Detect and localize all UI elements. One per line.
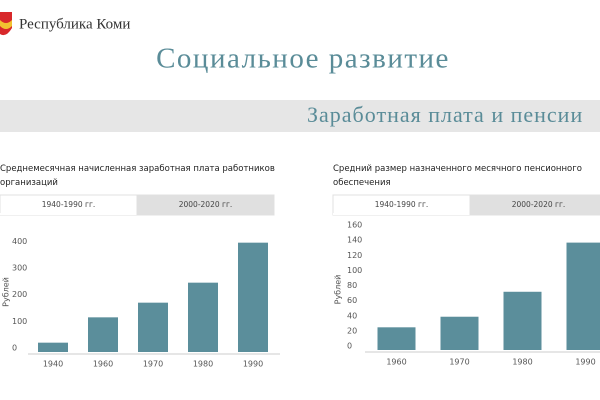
bar (188, 282, 218, 352)
tab-label[interactable]: 1940-1990 гг. (42, 200, 96, 209)
tab-label[interactable]: 2000-2020 гг. (512, 200, 566, 209)
page-title: Социальное развитие (156, 43, 450, 75)
x-tick-label: 1990 (243, 360, 263, 369)
logo-stripe (0, 20, 12, 29)
y-tick-label: 160 (347, 221, 362, 230)
y-tick-label: 100 (347, 266, 362, 275)
y-tick-label: 300 (12, 264, 27, 273)
bar (503, 291, 542, 350)
chart: Средний размер назначенного месячного пе… (332, 164, 600, 367)
y-tick-label: 140 (347, 236, 362, 245)
y-tick-label: 40 (347, 311, 357, 320)
y-tick-label: 200 (12, 290, 27, 299)
x-tick-label: 1970 (143, 360, 163, 369)
y-tick-label: 0 (347, 342, 352, 351)
x-tick-label: 1960 (93, 360, 113, 369)
y-axis-label: Рублей (2, 277, 11, 307)
brand: Республика Коми (19, 16, 130, 32)
x-tick-label: 1980 (193, 360, 213, 369)
y-tick-label: 400 (12, 237, 27, 246)
tab[interactable] (136, 194, 275, 216)
tab-label[interactable]: 2000-2020 гг. (179, 200, 233, 209)
y-tick-label: 100 (12, 317, 27, 326)
y-tick-label: 120 (347, 251, 362, 260)
section-title: Заработная плата и пенсии (307, 102, 583, 127)
x-tick-label: 1940 (43, 360, 63, 369)
y-tick-label: 80 (347, 281, 357, 290)
y-tick-label: 20 (347, 326, 357, 335)
tab-indicator (333, 213, 470, 215)
y-tick-label: 60 (347, 296, 357, 305)
chart-title: Средний размер назначенного месячного пе… (333, 164, 582, 188)
tab-label[interactable]: 1940-1990 гг. (375, 200, 429, 209)
section-band (0, 100, 600, 132)
charts: Среднемесячная начисленная заработная пл… (0, 164, 600, 369)
bar (138, 302, 168, 352)
tab-indicator (0, 213, 137, 215)
bar (377, 327, 416, 350)
bar (88, 317, 118, 352)
bar (440, 316, 479, 350)
x-tick-label: 1990 (575, 358, 595, 367)
bar (566, 242, 600, 350)
x-tick-label: 1960 (386, 358, 406, 367)
y-tick-label: 0 (12, 344, 17, 353)
y-axis-label: Рублей (334, 275, 343, 305)
x-tick-label: 1970 (449, 358, 469, 367)
chart-title: Среднемесячная начисленная заработная пл… (0, 164, 275, 188)
tab[interactable] (469, 194, 600, 216)
bar (38, 342, 68, 352)
x-tick-label: 1980 (512, 358, 532, 367)
bar (238, 242, 268, 352)
chart: Среднемесячная начисленная заработная пл… (0, 164, 280, 369)
